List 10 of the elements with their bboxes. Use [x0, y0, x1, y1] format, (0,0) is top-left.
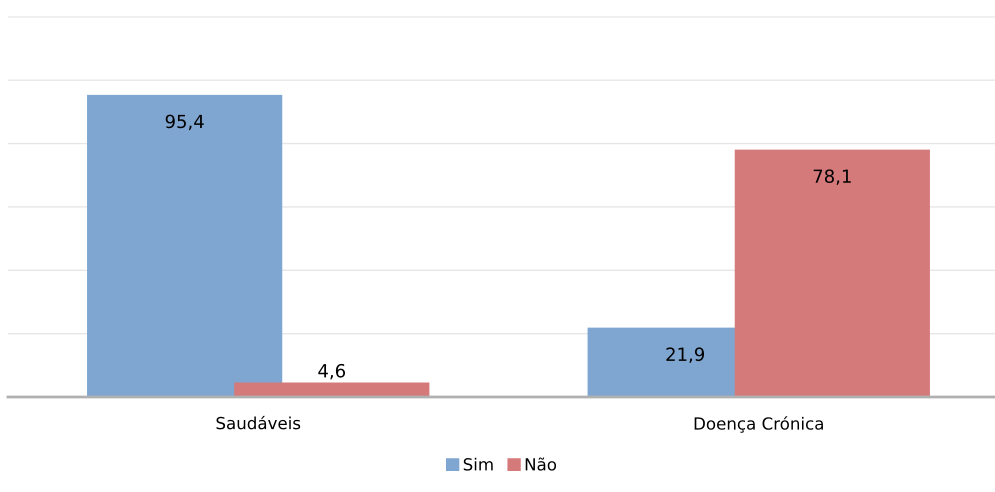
- x-tick-label: Doença Crónica: [694, 416, 823, 433]
- legend-label: Não: [526, 457, 556, 471]
- data-label: 78,1: [814, 169, 851, 185]
- data-label: 95,4: [166, 114, 204, 130]
- legend-label: Sim: [464, 458, 493, 471]
- data-label: 4,6: [318, 364, 346, 380]
- bar: [734, 150, 930, 398]
- bar: [87, 94, 282, 398]
- data-label: 21,9: [666, 347, 704, 363]
- x-tick-label: Saudáveis: [216, 416, 300, 430]
